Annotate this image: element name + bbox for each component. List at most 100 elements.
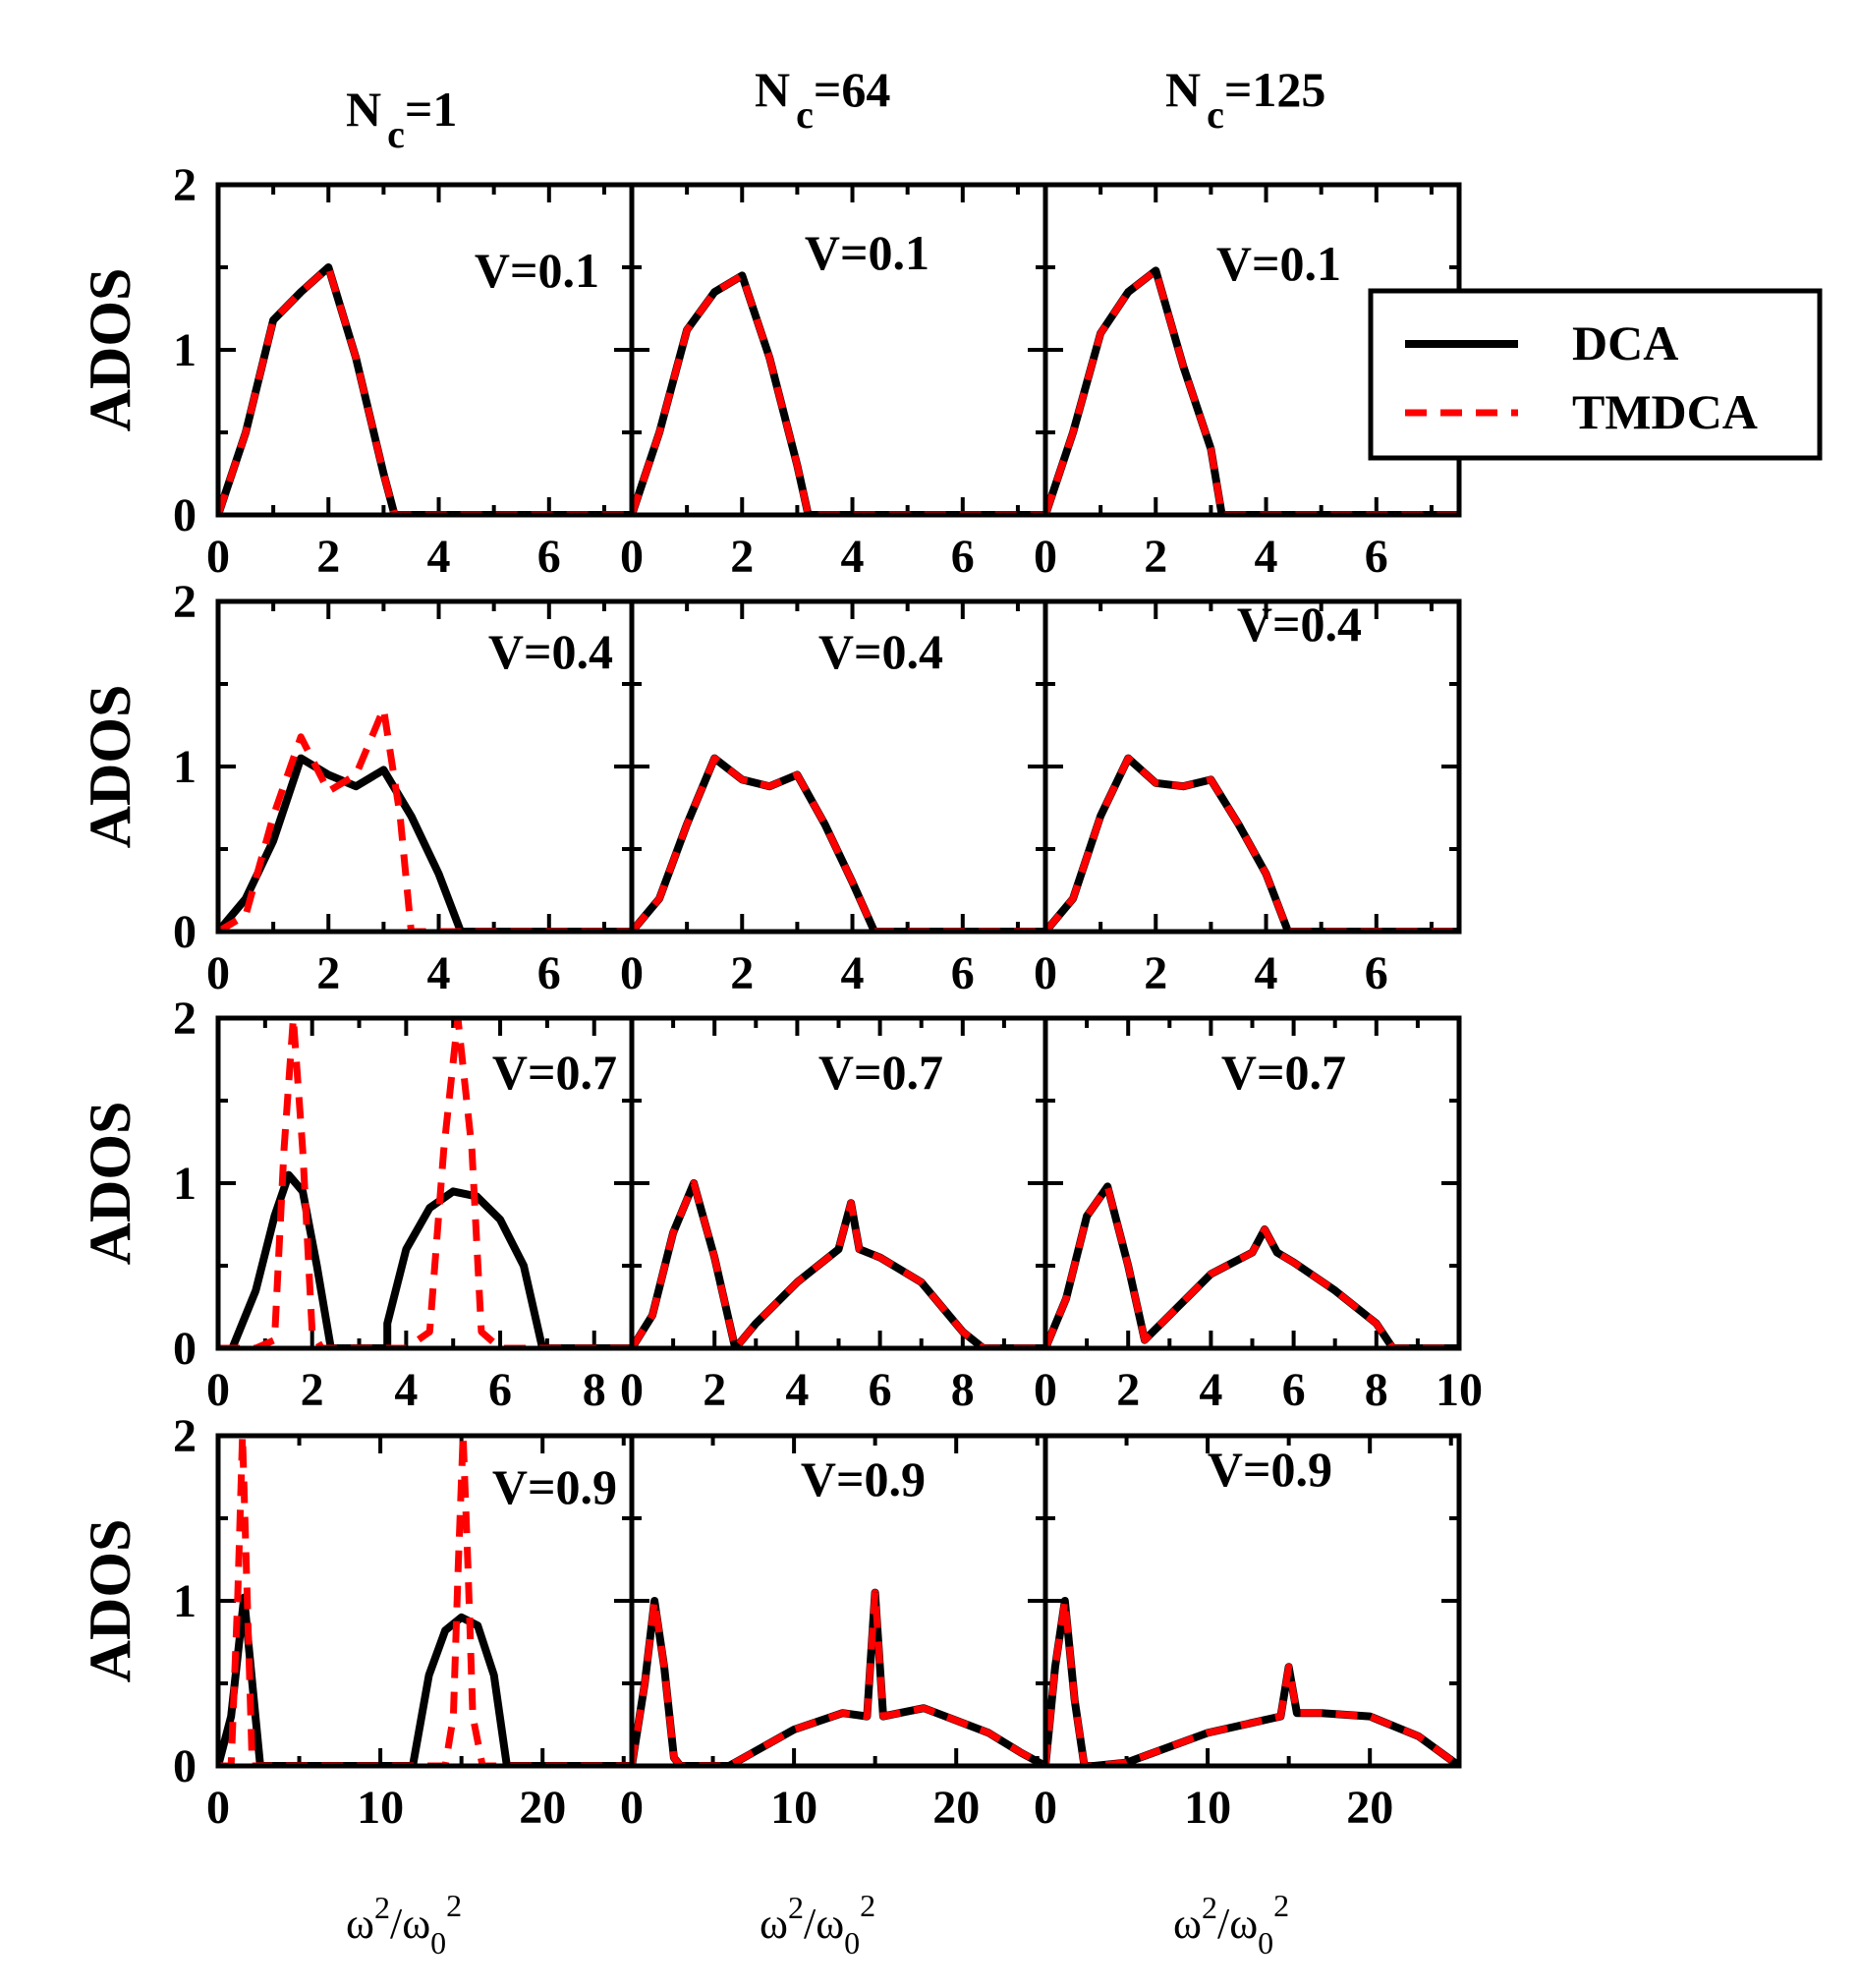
x-tick-label: 4 bbox=[841, 531, 865, 583]
x-tick-label: 0 bbox=[206, 1782, 230, 1834]
x-tick-label: 2 bbox=[730, 531, 754, 583]
x-tick-label: 0 bbox=[620, 1782, 644, 1834]
x-tick-label: 2 bbox=[703, 1364, 726, 1416]
x-tick-label: 20 bbox=[932, 1782, 980, 1834]
series-line-tmdca bbox=[632, 1589, 1045, 1766]
x-tick-label: 6 bbox=[951, 947, 975, 999]
v-label: V=0.7 bbox=[492, 1045, 617, 1100]
x-tick-label: 6 bbox=[537, 531, 561, 583]
x-tick-label: 2 bbox=[1144, 947, 1167, 999]
v-label: V=0.7 bbox=[818, 1045, 943, 1100]
series-line-dca bbox=[632, 1179, 1045, 1348]
series-line-dca bbox=[218, 263, 632, 515]
x-tick-label: 8 bbox=[1365, 1364, 1388, 1416]
x-tick-label: 0 bbox=[620, 1364, 644, 1416]
series-line-tmdca bbox=[1045, 1182, 1459, 1348]
v-label: V=0.7 bbox=[1221, 1045, 1346, 1100]
x-tick-label: 8 bbox=[951, 1364, 975, 1416]
x-tick-label: 0 bbox=[1034, 1364, 1057, 1416]
panel-r4-c3: 0 10 20 V=0.9 bbox=[1034, 1433, 1462, 1834]
x-tick-label: 10 bbox=[357, 1782, 404, 1834]
legend-box bbox=[1368, 288, 1823, 461]
series-line-tmdca bbox=[218, 1436, 632, 1766]
panel-r2-c2: 0 2 4 6 V=0.4 bbox=[620, 598, 1048, 999]
series-line-tmdca bbox=[218, 1018, 632, 1348]
x-tick-label: 0 bbox=[206, 947, 230, 999]
v-label: V=0.9 bbox=[492, 1459, 617, 1514]
x-tick-label: 4 bbox=[394, 1364, 418, 1416]
panel-r1-c2: 0 2 4 6 V=0.1 bbox=[620, 182, 1048, 583]
y-tick-label: 2 bbox=[173, 159, 197, 211]
panel-frame bbox=[1042, 598, 1462, 935]
legend: DCA TMDCA bbox=[1368, 288, 1823, 461]
x-tick-label: 4 bbox=[1255, 947, 1278, 999]
panel-frame bbox=[215, 182, 635, 518]
x-tick-label: 20 bbox=[1346, 1782, 1393, 1834]
y-axis-label-row-3: ADOS bbox=[78, 1102, 142, 1266]
panel-frame bbox=[1042, 1015, 1462, 1351]
series-line-tmdca bbox=[1045, 1597, 1459, 1766]
series-line-tmdca bbox=[1045, 266, 1459, 515]
panel-r3-c3: 0 2 4 6 8 10 V=0.7 bbox=[1034, 1015, 1483, 1416]
series-line-dca bbox=[218, 1593, 632, 1766]
v-label: V=0.4 bbox=[1237, 596, 1362, 652]
x-tick-label: 0 bbox=[620, 947, 644, 999]
series-line-dca bbox=[1045, 1597, 1459, 1766]
x-tick-label: 2 bbox=[316, 947, 340, 999]
y-tick-label: 1 bbox=[173, 1575, 197, 1627]
x-axis-label-1: ω2/ω02 bbox=[346, 1888, 462, 1960]
x-tick-label: 0 bbox=[620, 531, 644, 583]
x-tick-label: 4 bbox=[785, 1364, 809, 1416]
x-tick-label: 0 bbox=[206, 531, 230, 583]
x-tick-label: 6 bbox=[1282, 1364, 1306, 1416]
x-tick-label: 4 bbox=[427, 947, 451, 999]
panel-r2-c1: 0 1 2 0 2 4 6 V=0.4 bbox=[173, 576, 635, 999]
v-label: V=0.4 bbox=[818, 624, 943, 679]
x-tick-label: 8 bbox=[583, 1364, 606, 1416]
x-tick-label: 6 bbox=[869, 1364, 892, 1416]
panel-frame bbox=[1042, 1433, 1462, 1769]
v-label: V=0.1 bbox=[805, 225, 930, 280]
y-axis-label-row-1: ADOS bbox=[78, 268, 142, 432]
series-line-dca bbox=[228, 1170, 632, 1348]
y-tick-label: 0 bbox=[173, 1740, 197, 1792]
panel-r3-c1: 0 1 2 0 2 4 6 8 V=0.7 bbox=[173, 993, 635, 1416]
series-line-tmdca bbox=[1045, 755, 1459, 932]
v-label: V=0.4 bbox=[488, 624, 613, 679]
x-tick-label: 6 bbox=[1365, 531, 1388, 583]
x-tick-label: 6 bbox=[1365, 947, 1388, 999]
x-tick-label: 4 bbox=[427, 531, 451, 583]
y-tick-label: 2 bbox=[173, 993, 197, 1045]
panel-r1-c1: 0 1 2 0 2 4 6 V=0.1 bbox=[173, 159, 635, 583]
x-tick-label: 10 bbox=[1184, 1782, 1231, 1834]
x-tick-label: 0 bbox=[1034, 531, 1057, 583]
x-tick-label: 20 bbox=[519, 1782, 566, 1834]
series-line-dca bbox=[1045, 1182, 1459, 1348]
y-tick-label: 1 bbox=[173, 741, 197, 793]
x-tick-label: 4 bbox=[1255, 531, 1278, 583]
series-line-dca bbox=[632, 754, 1045, 932]
x-tick-label: 6 bbox=[951, 531, 975, 583]
x-tick-label: 4 bbox=[841, 947, 865, 999]
v-label: V=0.9 bbox=[1208, 1442, 1332, 1497]
legend-label-tmdca: TMDCA bbox=[1572, 384, 1758, 439]
x-tick-label: 6 bbox=[488, 1364, 512, 1416]
x-tick-label: 2 bbox=[1116, 1364, 1140, 1416]
y-tick-label: 2 bbox=[173, 1410, 197, 1462]
series-line-tmdca bbox=[632, 1179, 1045, 1348]
x-tick-label: 2 bbox=[730, 947, 754, 999]
x-tick-label: 10 bbox=[1436, 1364, 1483, 1416]
y-axis-label-row-4: ADOS bbox=[78, 1519, 142, 1683]
panel-r3-c2: 0 2 4 6 8 V=0.7 bbox=[620, 1015, 1048, 1416]
v-label: V=0.1 bbox=[1216, 236, 1341, 291]
series-line-tmdca bbox=[632, 755, 1045, 932]
y-tick-label: 0 bbox=[173, 489, 197, 541]
series-line-tmdca bbox=[632, 271, 1045, 515]
y-tick-label: 2 bbox=[173, 576, 197, 628]
x-tick-label: 4 bbox=[1199, 1364, 1222, 1416]
